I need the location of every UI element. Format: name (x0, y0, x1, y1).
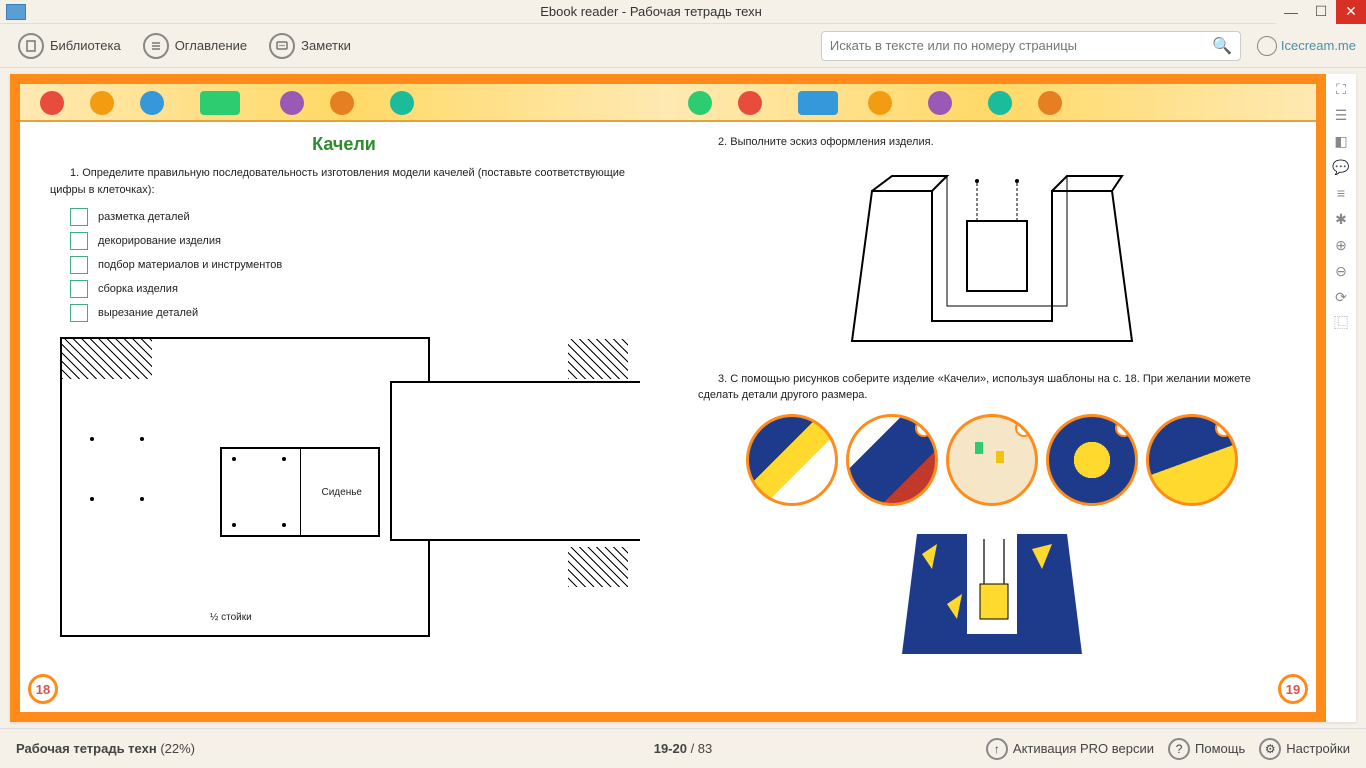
help-icon: ? (1168, 738, 1190, 760)
contents-button[interactable]: Оглавление (135, 29, 255, 63)
window-titlebar: Ebook reader - Рабочая тетрадь техн — ☐ … (0, 0, 1366, 24)
icecream-icon (1257, 36, 1277, 56)
pro-activate-button[interactable]: ↑ Активация PRO версии (986, 738, 1154, 760)
list-view-icon[interactable]: ☰ (1332, 106, 1350, 124)
page-number-left: 18 (28, 674, 58, 704)
book-progress: Рабочая тетрадь техн (22%) (16, 741, 986, 756)
notes-button[interactable]: Заметки (261, 29, 359, 63)
window-title: Ebook reader - Рабочая тетрадь техн (26, 4, 1276, 19)
step-photo: 2 (946, 414, 1038, 506)
checkbox[interactable] (70, 208, 88, 226)
list-item: декорирование изделия (70, 232, 638, 250)
notes-icon (269, 33, 295, 59)
page-left-content: Качели 1. Определите правильную последов… (20, 122, 668, 659)
bookmark-icon[interactable]: ◧ (1332, 132, 1350, 150)
checkbox[interactable] (70, 232, 88, 250)
template-diagram: Сиденье ½ стойки (50, 337, 638, 647)
icecream-label: Icecream.me (1281, 38, 1356, 53)
zoom-out-icon[interactable]: ⊖ (1332, 262, 1350, 280)
checklist: разметка деталей декорирование изделия п… (70, 208, 638, 322)
icecream-link[interactable]: Icecream.me (1257, 36, 1356, 56)
page-right-content: 2. Выполните эскиз оформления изделия. (668, 122, 1316, 676)
step-photo (746, 414, 838, 506)
page-right: 2. Выполните эскиз оформления изделия. (668, 74, 1326, 722)
library-label: Библиотека (50, 38, 121, 53)
sketch-diagram (832, 161, 1152, 361)
book-icon (18, 33, 44, 59)
task3-text: 3. С помощью рисунков соберите изделие «… (698, 371, 1286, 404)
zoom-in-icon[interactable]: ⊕ (1332, 236, 1350, 254)
list-item: вырезание деталей (70, 304, 638, 322)
search-icon[interactable]: 🔍 (1212, 36, 1232, 56)
list-item: разметка деталей (70, 208, 638, 226)
gear-icon: ⚙ (1259, 738, 1281, 760)
checkbox[interactable] (70, 256, 88, 274)
stand-label: ½ стойки (210, 612, 252, 623)
pages-container: Качели 1. Определите правильную последов… (10, 74, 1356, 722)
checkbox[interactable] (70, 280, 88, 298)
task1-text: 1. Определите правильную последовательно… (50, 165, 638, 198)
task2-text: 2. Выполните эскиз оформления изделия. (698, 134, 1286, 151)
statusbar: Рабочая тетрадь техн (22%) 19-20 / 83 ↑ … (0, 728, 1366, 768)
seat-label: Сиденье (322, 487, 363, 498)
search-input[interactable] (830, 38, 1212, 53)
app-icon (6, 4, 26, 20)
list-item: подбор материалов и инструментов (70, 256, 638, 274)
library-button[interactable]: Библиотека (10, 29, 129, 63)
up-arrow-icon: ↑ (986, 738, 1008, 760)
comment-icon[interactable]: 💬 (1332, 158, 1350, 176)
final-photo (892, 514, 1092, 664)
checkbox[interactable] (70, 304, 88, 322)
notes-label: Заметки (301, 38, 351, 53)
page-number-right: 19 (1278, 674, 1308, 704)
side-toolbar: ⛶ ☰ ◧ 💬 ≡ ✱ ⊕ ⊖ ⟳ ⿺ (1326, 74, 1356, 722)
step-photo: 3 (1046, 414, 1138, 506)
brightness-icon[interactable]: ✱ (1332, 210, 1350, 228)
step-photo: 4 (1146, 414, 1238, 506)
step-photo: 1 (846, 414, 938, 506)
help-button[interactable]: ? Помощь (1168, 738, 1245, 760)
fullscreen-icon[interactable]: ⛶ (1332, 80, 1350, 98)
instruction-photos: 1 2 3 4 (698, 414, 1286, 664)
rotate-icon[interactable]: ⟳ (1332, 288, 1350, 306)
close-button[interactable]: ✕ (1336, 0, 1366, 24)
lines-icon[interactable]: ≡ (1332, 184, 1350, 202)
list-item: сборка изделия (70, 280, 638, 298)
contents-label: Оглавление (175, 38, 247, 53)
minimize-button[interactable]: — (1276, 0, 1306, 24)
page-decoration (20, 84, 668, 122)
list-icon (143, 33, 169, 59)
page-indicator: 19-20 / 83 (654, 741, 713, 756)
reader-content: Качели 1. Определите правильную последов… (0, 68, 1366, 728)
page-title: Качели (50, 134, 638, 155)
main-toolbar: Библиотека Оглавление Заметки 🔍 Icecream… (0, 24, 1366, 68)
page-decoration (668, 84, 1316, 122)
settings-button[interactable]: ⚙ Настройки (1259, 738, 1350, 760)
search-box[interactable]: 🔍 (821, 31, 1241, 61)
page-left: Качели 1. Определите правильную последов… (10, 74, 668, 722)
fit-icon[interactable]: ⿺ (1332, 314, 1350, 332)
maximize-button[interactable]: ☐ (1306, 0, 1336, 24)
